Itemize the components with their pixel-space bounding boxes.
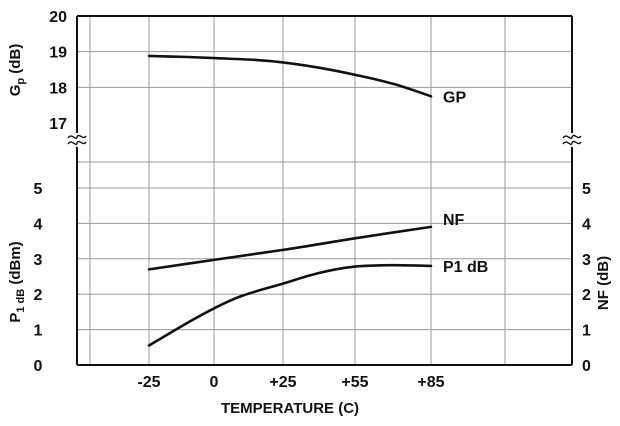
y-tick-label-right: 5 [582,181,591,198]
series-label-gp: GP [443,89,466,106]
plot-frame [67,15,582,366]
y-tick-label-gain: 17 [49,116,67,133]
y-tick-label-gain: 18 [49,80,67,97]
axis-break-mark-right [562,134,582,140]
y-tick-label-left: 0 [34,358,43,375]
y-tick-label-left: 3 [34,252,43,269]
y-tick-label-right: 1 [582,323,591,340]
series-line-nf [147,225,433,271]
series-line-gp [147,54,433,98]
x-axis-title: TEMPERATURE (C) [221,400,359,417]
y-axis-title-right: NF (dB) [595,256,612,310]
axis-break-mark-left [67,134,87,140]
y-tick-label-left: 4 [34,216,43,233]
axis-break-mark-left [67,140,87,146]
x-tick-label: -25 [137,374,160,391]
y-tick-label-gain: 20 [49,9,67,26]
series-lines [147,54,433,347]
axis-break-mark-right [562,140,582,146]
y-tick-label-right: 0 [582,358,591,375]
y-tick-label-right: 4 [582,216,591,233]
series-line-p1-db [147,263,433,347]
y-tick-label-left: 1 [34,323,43,340]
x-tick-label: +25 [269,374,296,391]
x-tick-label: 0 [210,374,219,391]
x-tick-label: +55 [341,374,368,391]
y-axis-title-left: P1 dB (dBm) [7,241,27,322]
y-axis-title-gain: Gp (dB) [7,44,27,97]
x-tick-label: +85 [417,374,444,391]
labels: GP NF P1 dB 20 19 18 17 0 1 2 3 4 5 0 1 2 3 4 5 -25 0 +25 +55 +… [7,9,612,417]
series-label-p1-db: P1 dB [443,259,488,276]
series-label-nf: NF [443,212,465,229]
y-tick-label-right: 3 [582,252,591,269]
y-tick-label-right: 2 [582,287,591,304]
y-tick-label-left: 5 [34,181,43,198]
y-tick-label-left: 2 [34,287,43,304]
grid [77,16,572,365]
y-tick-label-gain: 19 [49,45,67,62]
